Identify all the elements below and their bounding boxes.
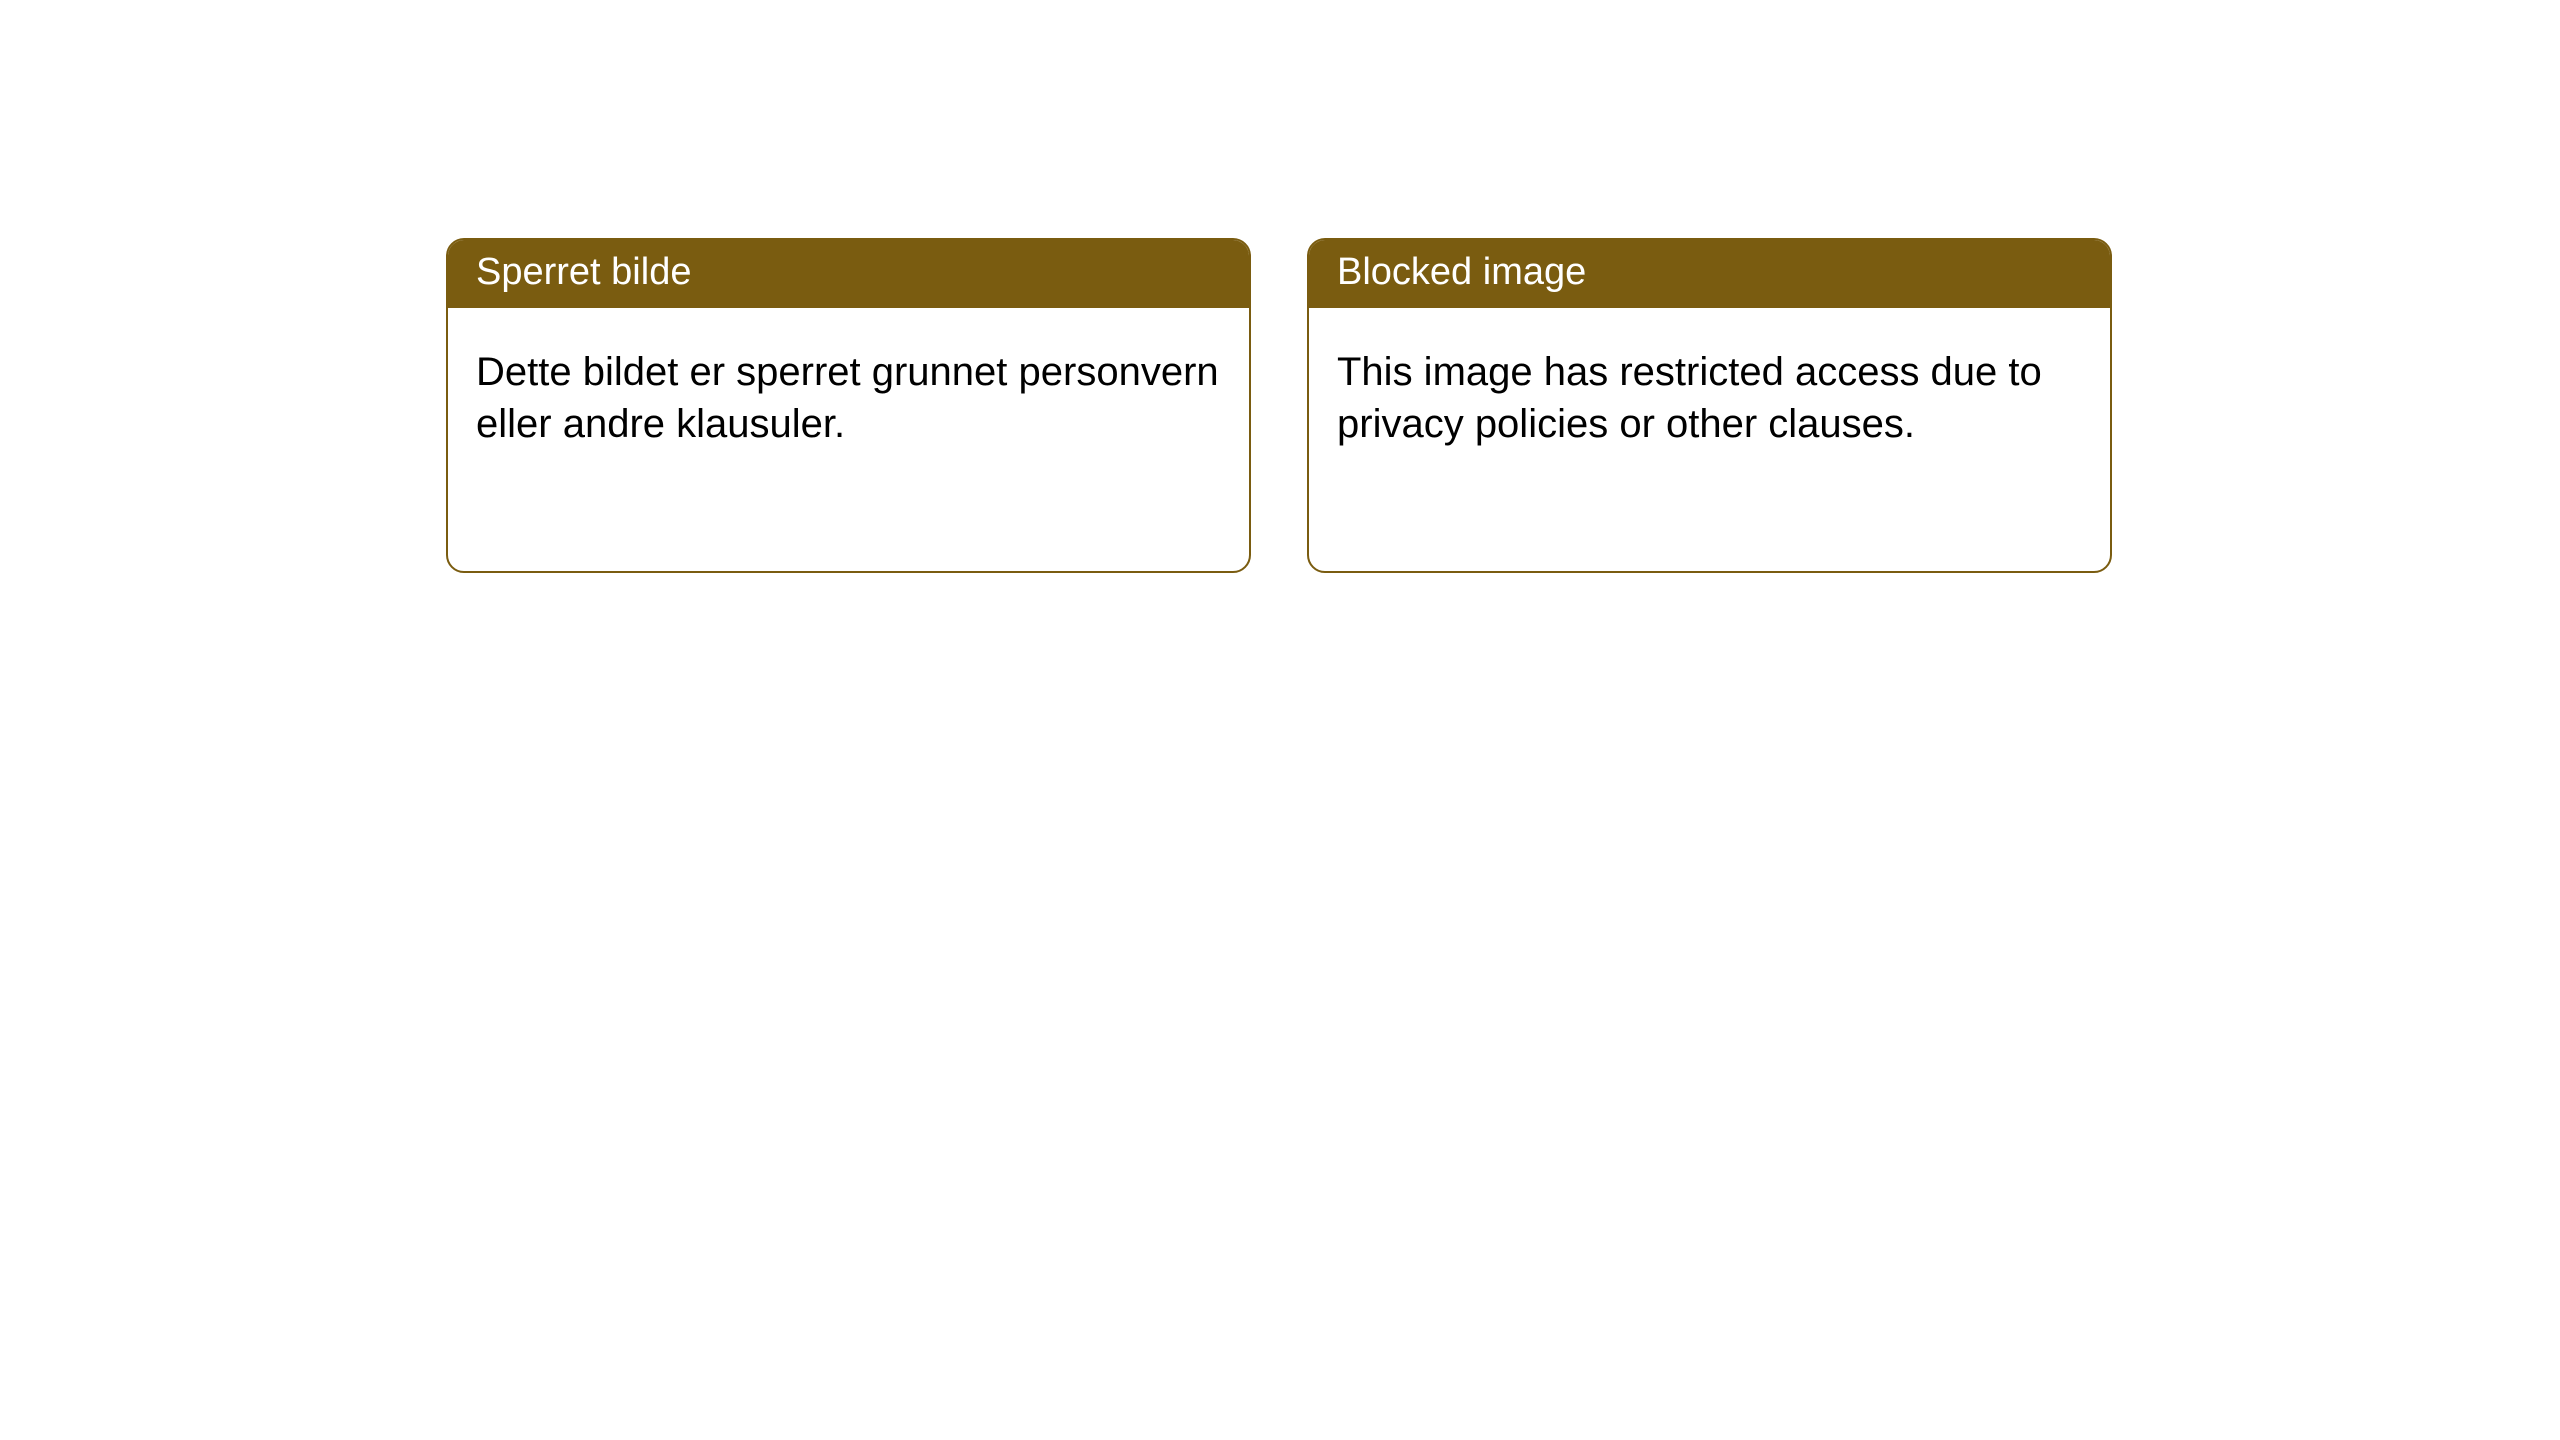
notice-title-english: Blocked image [1309,240,2110,308]
notice-card-english: Blocked image This image has restricted … [1307,238,2112,573]
notice-container: Sperret bilde Dette bildet er sperret gr… [446,238,2112,573]
notice-card-norwegian: Sperret bilde Dette bildet er sperret gr… [446,238,1251,573]
notice-body-english: This image has restricted access due to … [1309,308,2110,478]
notice-body-norwegian: Dette bildet er sperret grunnet personve… [448,308,1249,478]
notice-title-norwegian: Sperret bilde [448,240,1249,308]
